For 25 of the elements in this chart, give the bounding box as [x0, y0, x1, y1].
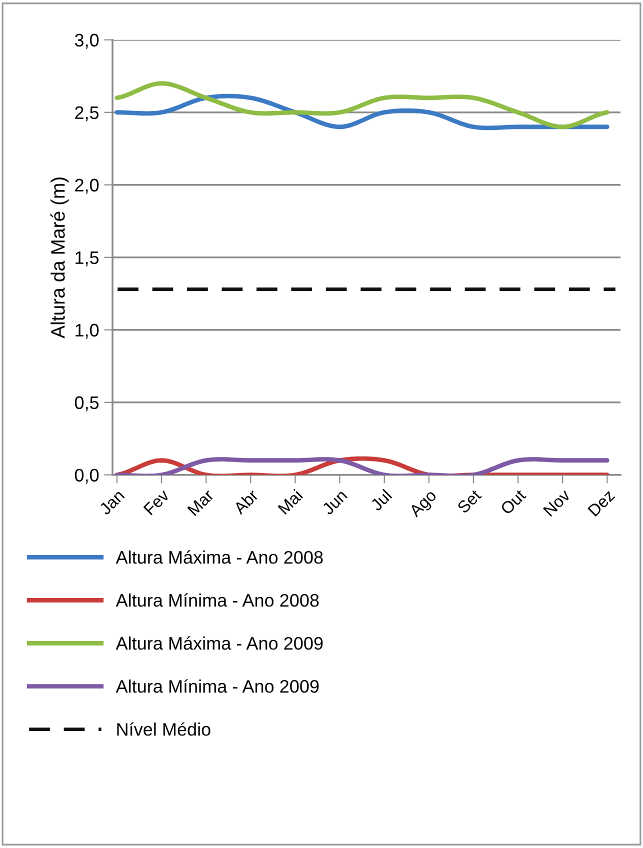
x-tick-label: Out: [500, 488, 527, 516]
x-tick-label: Nov: [543, 488, 572, 517]
y-tick-label: 3,0: [74, 34, 99, 49]
y-axis-title: Altura da Maré (m): [50, 178, 69, 338]
y-tick-label: 1,0: [76, 324, 99, 339]
y-tick-label: 1,5: [76, 251, 99, 266]
x-tick-label: Abr: [232, 488, 260, 516]
legend-label: Altura Máxima - Ano 2009: [116, 636, 323, 650]
x-tick-label: Fev: [143, 488, 170, 516]
legend-label: Nível Médio: [117, 722, 210, 736]
legend-label: Altura Máxima - Ano 2008: [116, 550, 323, 564]
x-tick-label: Mai: [277, 488, 304, 515]
x-tick-label: Jun: [321, 489, 348, 516]
legend-label: Altura Mínima - Ano 2009: [116, 679, 319, 693]
y-tick-label: 0,5: [74, 396, 99, 412]
x-tick-label: Ago: [408, 489, 440, 520]
x-tick-label: Jul: [369, 488, 392, 512]
x-tick-label: Jan: [98, 489, 125, 516]
legend-label: Altura Mínima - Ano 2008: [116, 593, 319, 607]
y-tick-label: 0,0: [74, 468, 99, 484]
x-tick-label: Dez: [588, 489, 616, 517]
y-tick-label: 2,5: [75, 106, 99, 122]
y-tick-label: 2,0: [75, 178, 99, 194]
x-tick-label: Set: [456, 488, 482, 514]
x-tick-label: Mar: [187, 488, 215, 516]
